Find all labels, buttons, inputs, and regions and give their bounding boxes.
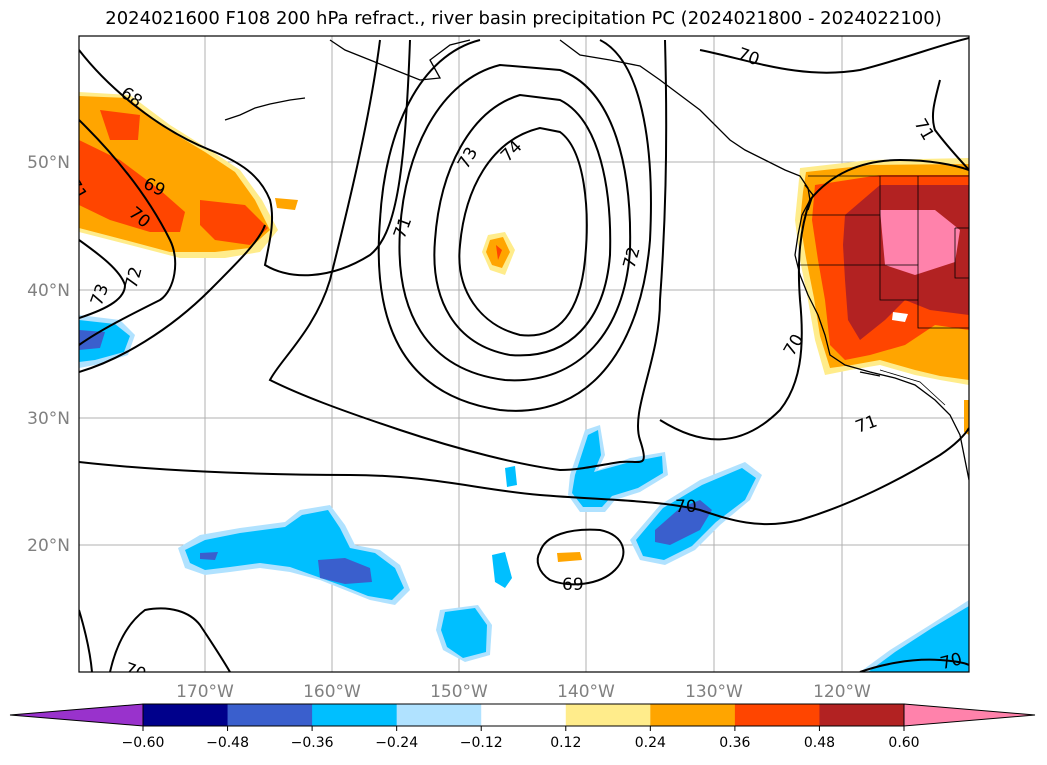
colorbar-extend-max xyxy=(903,703,1036,727)
colorbar-segment xyxy=(227,704,313,726)
gridlines xyxy=(79,36,969,672)
map-title: 2024021600 F108 200 hPa refract., river … xyxy=(105,8,942,29)
colorbar-segment xyxy=(650,704,736,726)
lon-label-160w: 160°W xyxy=(303,682,361,702)
colorbar-tick-label: −0.48 xyxy=(206,735,249,751)
colorbar-extend-min xyxy=(9,703,144,727)
colorbar-tick-label: 0.12 xyxy=(550,735,581,751)
lon-label-140w: 140°W xyxy=(557,682,615,702)
colorbar-segment xyxy=(734,704,820,726)
lat-label-40n: 40°N xyxy=(27,281,70,301)
colorbar-segment xyxy=(396,704,482,726)
contour-label-71-edge: 71 xyxy=(63,175,91,204)
longitude-labels: 170°W 160°W 150°W 140°W 130°W 120°W xyxy=(176,682,871,702)
contour-label-70-se: 70 xyxy=(938,649,964,674)
lat-label-20n: 20°N xyxy=(27,536,70,556)
colorbar-segment xyxy=(143,704,229,726)
colorbar-tick-label: 0.24 xyxy=(635,735,666,751)
refractivity-contours xyxy=(79,37,969,672)
lon-label-150w: 150°W xyxy=(430,682,488,702)
lon-label-120w: 120°W xyxy=(813,682,871,702)
colorbar-tick-label: −0.60 xyxy=(122,735,165,751)
colorbar-tick-label: 0.36 xyxy=(719,735,750,751)
political-borders xyxy=(797,175,969,406)
colorbar-tick-label: −0.12 xyxy=(460,735,503,751)
latitude-labels: 50°N 40°N 30°N 20°N xyxy=(27,153,70,556)
colorbar: −0.60 −0.48 −0.36 −0.24 −0.12 0.12 0.24 0.36 0.4… xyxy=(9,703,1036,751)
lon-label-170w: 170°W xyxy=(176,682,234,702)
colorbar-tick-label: −0.24 xyxy=(375,735,418,751)
colorbar-segment xyxy=(312,704,398,726)
colorbar-tick-label: 0.48 xyxy=(804,735,835,751)
lat-label-30n: 30°N xyxy=(27,409,70,429)
colorbar-segment xyxy=(481,704,567,726)
precip-region-central-positive xyxy=(482,232,969,562)
precip-region-northwest xyxy=(79,92,298,258)
colorbar-tick-label: 0.60 xyxy=(888,735,919,751)
colorbar-segment xyxy=(565,704,651,726)
precip-region-negative xyxy=(79,315,969,672)
contour-label-70-central: 70 xyxy=(675,497,697,517)
contour-label-69-low: 69 xyxy=(562,575,584,595)
colorbar-outline xyxy=(142,703,905,727)
lat-label-50n: 50°N xyxy=(27,153,70,173)
coastlines xyxy=(224,39,969,481)
map-frame xyxy=(78,35,970,673)
lon-label-130w: 130°W xyxy=(685,682,743,702)
colorbar-tick-label: −0.36 xyxy=(291,735,334,751)
colorbar-segment xyxy=(819,704,905,726)
precip-region-westcoast xyxy=(795,158,969,385)
